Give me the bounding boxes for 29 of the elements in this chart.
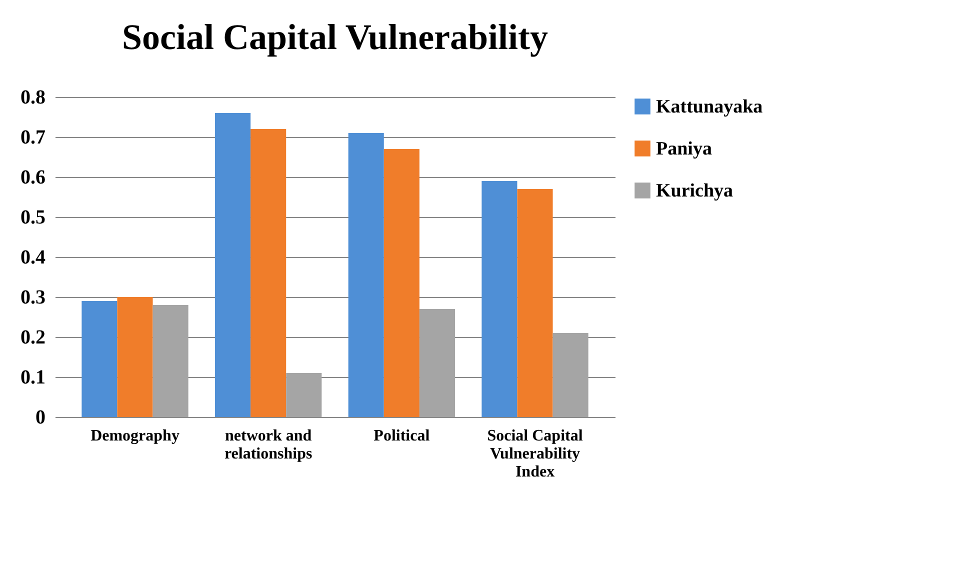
y-tick-label: 0 [36,406,46,428]
bar [419,309,455,417]
bar [286,373,322,417]
legend-label: Kattunayaka [656,96,764,118]
bar [82,301,118,417]
bar [482,181,518,417]
bar [215,113,251,417]
y-tick-label: 0.4 [20,246,46,268]
y-tick-label: 0.5 [20,206,46,228]
y-tick-label: 0.6 [20,166,46,188]
legend-label: Kurichya [656,180,734,202]
bar [250,129,286,417]
bar [384,149,420,417]
chart-title: Social Capital Vulnerability [122,17,548,57]
x-tick-label: Political [374,428,430,444]
y-tick-label: 0.2 [20,326,46,348]
bar [552,333,588,417]
y-tick-label: 0.8 [20,86,46,108]
bar [517,189,553,417]
bar [348,133,384,417]
y-tick-label: 0.1 [20,366,46,388]
x-tick-label: Demography [90,428,180,444]
y-tick-label: 0.7 [20,126,46,148]
x-tick-label: Social Capital Vulnerability Index [487,428,584,480]
x-tick-label: network and relationships [224,428,312,462]
legend-label: Paniya [656,138,712,160]
y-tick-label: 0.3 [20,286,46,308]
bar [117,297,153,417]
bar [152,305,188,417]
